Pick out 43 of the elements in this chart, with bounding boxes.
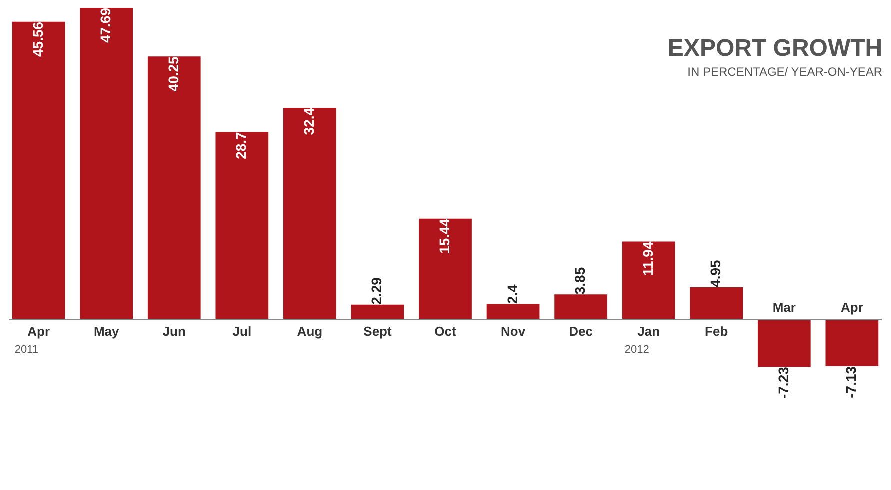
x-tick-label: Apr bbox=[840, 300, 864, 315]
x-tick-label: Oct bbox=[434, 324, 458, 339]
x-tick-label: Mar bbox=[772, 300, 796, 315]
annotation: 2012 bbox=[624, 344, 650, 356]
data-label: -7.13 bbox=[843, 366, 860, 398]
x-tick-label: Jan bbox=[638, 324, 660, 339]
data-label: 32.4 bbox=[300, 108, 317, 136]
bar bbox=[758, 320, 811, 368]
bar bbox=[148, 56, 201, 320]
text: IN PERCENTAGE/ YEAR-ON-YEAR bbox=[688, 65, 883, 79]
bar bbox=[80, 8, 134, 320]
bar bbox=[284, 108, 336, 320]
bar bbox=[554, 294, 608, 320]
bar bbox=[486, 304, 540, 320]
x-tick-label: Jul bbox=[232, 324, 252, 339]
bar bbox=[690, 287, 744, 320]
bar bbox=[826, 320, 879, 366]
data-label: 2.29 bbox=[368, 277, 385, 305]
x-tick-label: Sept bbox=[364, 324, 392, 339]
data-label: 2.4 bbox=[504, 284, 520, 304]
data-label: 28.7 bbox=[233, 132, 250, 160]
annotation: 2011 bbox=[14, 344, 38, 356]
x-tick-label: Apr bbox=[28, 324, 50, 339]
data-label: -7.23 bbox=[775, 366, 792, 400]
x-tick-label: Feb bbox=[705, 324, 728, 339]
data-label: 11.94 bbox=[640, 242, 656, 276]
bar bbox=[12, 22, 66, 320]
text: EXPORT GROWTH bbox=[668, 35, 883, 62]
bar bbox=[351, 304, 404, 320]
x-tick-label: May bbox=[94, 324, 120, 339]
data-label: 40.25 bbox=[165, 56, 182, 92]
bar bbox=[419, 218, 472, 320]
bar bbox=[622, 242, 676, 320]
x-tick-label: Jun bbox=[162, 324, 186, 339]
x-tick-label: Aug bbox=[297, 324, 323, 339]
data-label: 45.56 bbox=[30, 22, 46, 57]
data-label: 47.69 bbox=[98, 8, 114, 44]
data-label: 15.44 bbox=[436, 218, 452, 254]
bar bbox=[216, 132, 269, 320]
x-tick-label: Dec bbox=[569, 324, 593, 339]
x-tick-label: Nov bbox=[501, 324, 526, 339]
data-label: 3.85 bbox=[572, 267, 588, 295]
data-label: 4.95 bbox=[708, 260, 724, 288]
